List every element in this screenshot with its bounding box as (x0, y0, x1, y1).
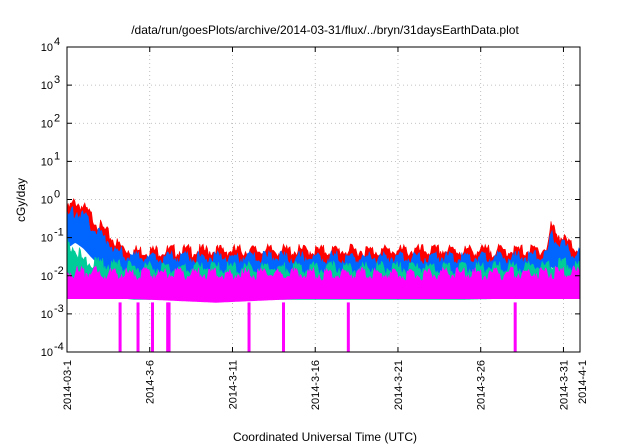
x-tick-label: 2014-3-21 (393, 360, 405, 410)
y-tick-label: 10 (41, 233, 53, 245)
x-tick-label: 2014-3-6 (145, 360, 157, 404)
y-tick-exponent: 1 (54, 150, 60, 162)
dropout-spike (282, 302, 286, 352)
y-tick-exponent: 4 (54, 36, 60, 48)
x-tick-label: 2014-3-26 (476, 360, 488, 410)
x-axis-label: Coordinated Universal Time (UTC) (233, 430, 417, 444)
dropout-spike (513, 302, 517, 352)
y-axis-label: cGy/day (14, 178, 28, 222)
grid (67, 47, 580, 352)
x-tick-label: 2014-4-1 (577, 360, 589, 404)
x-tick-label: 2014-03-1 (62, 360, 74, 410)
y-tick-label: 10 (41, 195, 53, 207)
dropout-spike (167, 302, 171, 352)
x-tick-label: 2014-3-31 (558, 360, 570, 410)
y-tick-label: 10 (41, 347, 53, 359)
dropout-spike (136, 302, 140, 352)
dropout-spike (346, 302, 350, 352)
y-tick-label: 10 (41, 156, 53, 168)
dropout-spike (247, 302, 251, 352)
y-tick-exponent: -4 (54, 341, 64, 353)
x-tick-label: 2014-3-16 (310, 360, 322, 410)
y-tick-label: 10 (41, 271, 53, 283)
y-tick-exponent: -2 (54, 265, 64, 277)
series-group (66, 198, 581, 352)
y-tick-exponent: -1 (54, 227, 64, 239)
x-ticks: 2014-03-1 2014-3-6 2014-3-11 2014-3-16 2014-… (62, 47, 589, 410)
y-tick-label: 10 (41, 42, 53, 54)
chart-title: /data/run/goesPlots/archive/2014-03-31/f… (131, 23, 519, 37)
x-tick-label: 2014-3-11 (227, 360, 239, 409)
y-tick-exponent: 0 (54, 189, 60, 201)
dropout-spike (151, 302, 154, 352)
y-tick-label: 10 (41, 80, 53, 92)
y-tick-exponent: 2 (54, 112, 60, 124)
dropout-spike (118, 302, 122, 352)
y-tick-exponent: -3 (54, 303, 64, 315)
y-tick-label: 10 (41, 309, 53, 321)
y-tick-label: 10 (41, 118, 53, 130)
y-tick-exponent: 3 (54, 74, 60, 86)
